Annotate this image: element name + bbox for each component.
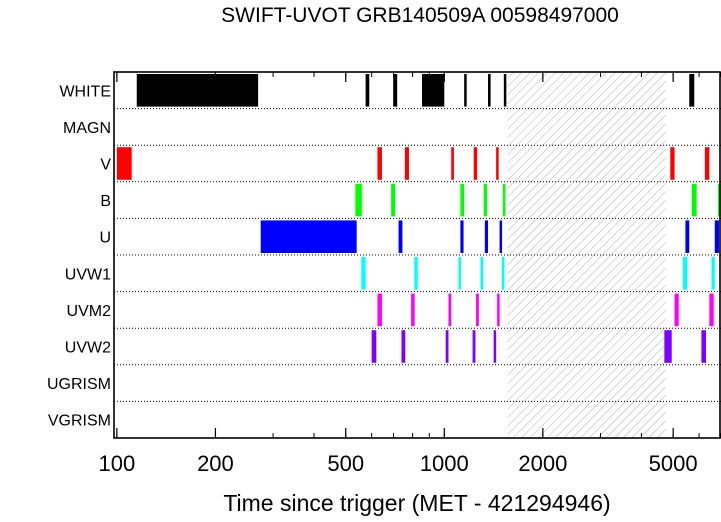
exposure-bar-v-1 <box>377 147 382 180</box>
exposure-bar-uvw2-0 <box>371 330 377 363</box>
exposure-bar-uvm2-4 <box>497 293 500 327</box>
exposure-bar-white-3 <box>422 74 445 107</box>
exposure-bar-uvw2-3 <box>472 330 476 363</box>
exposure-bar-v-3 <box>451 147 454 180</box>
exposure-bar-white-0 <box>136 74 259 107</box>
filter-label-vgrism: VGRISM <box>48 413 111 430</box>
plot-frame <box>113 71 721 439</box>
exposure-bar-u-5 <box>685 220 690 253</box>
exposure-bar-uvw2-4 <box>493 330 497 363</box>
exposure-bar-b-5 <box>691 183 697 217</box>
filter-label-white: WHITE <box>59 83 111 100</box>
exposure-bar-uvw2-1 <box>401 330 406 363</box>
exposure-bar-white-5 <box>488 74 491 107</box>
exposure-bar-u-6 <box>714 220 719 253</box>
filter-label-ugrism: UGRISM <box>47 376 111 393</box>
filter-label-b: B <box>100 193 111 210</box>
exposure-bar-u-0 <box>260 220 357 253</box>
exposure-bar-uvw2-2 <box>445 330 449 363</box>
exposure-bar-white-2 <box>393 74 398 107</box>
x-tick-label-500: 500 <box>327 451 364 476</box>
filter-label-magn: MAGN <box>63 120 111 137</box>
exposure-bar-uvm2-3 <box>476 293 479 327</box>
exposure-bar-uvw1-1 <box>414 257 418 290</box>
exposure-bar-uvw2-6 <box>701 330 707 363</box>
exposure-bar-u-4 <box>499 220 503 253</box>
filter-label-v: V <box>100 157 111 174</box>
exposure-bar-v-4 <box>473 147 478 180</box>
exposure-bar-v-2 <box>404 147 409 180</box>
exposure-bar-v-6 <box>670 147 675 180</box>
exposure-bar-u-1 <box>398 220 403 253</box>
x-axis-label: Time since trigger (MET - 421294946) <box>223 490 611 516</box>
exposure-bar-uvw1-6 <box>711 257 715 290</box>
x-tick-label-200: 200 <box>197 451 234 476</box>
exposure-bar-v-7 <box>704 147 710 180</box>
exposure-bar-uvm2-6 <box>709 293 714 327</box>
chart-title: SWIFT-UVOT GRB140509A 00598497000 <box>221 4 619 27</box>
filter-label-uvw1: UVW1 <box>65 266 111 283</box>
exposure-bar-uvm2-0 <box>377 293 382 327</box>
exposure-bar-uvm2-5 <box>674 293 679 327</box>
x-tick-label-5000: 5000 <box>649 451 698 476</box>
filter-label-u: U <box>99 230 111 247</box>
exposure-bar-uvw2-5 <box>664 330 672 363</box>
filter-label-uvm2: UVM2 <box>67 303 112 320</box>
exposure-bar-b-0 <box>355 183 362 217</box>
exposure-bar-b-1 <box>391 183 396 217</box>
exposure-bar-white-7 <box>689 74 695 107</box>
exposure-bar-uvw1-0 <box>361 257 366 290</box>
exposure-bar-v-0 <box>116 147 132 180</box>
exposure-bar-white-1 <box>365 74 370 107</box>
x-tick-label-2000: 2000 <box>518 451 567 476</box>
exposure-bar-white-4 <box>464 74 467 107</box>
exposure-bar-b-2 <box>460 183 465 217</box>
exposure-bar-b-4 <box>502 183 506 217</box>
exposure-bar-b-3 <box>483 183 487 217</box>
x-tick-label-1000: 1000 <box>420 451 469 476</box>
exposure-bar-v-5 <box>496 147 499 180</box>
exposure-bar-uvw1-2 <box>458 257 462 290</box>
exposure-bar-u-2 <box>460 220 464 253</box>
filter-label-uvw2: UVW2 <box>65 340 111 357</box>
x-tick-label-100: 100 <box>99 451 136 476</box>
exposure-bar-uvm2-2 <box>448 293 452 327</box>
exposure-bar-uvm2-1 <box>411 293 415 327</box>
exposure-bar-uvw1-5 <box>682 257 688 290</box>
exposure-bar-u-3 <box>484 220 489 253</box>
exposure-bar-uvw1-3 <box>480 257 484 290</box>
exposure-bar-white-6 <box>503 74 507 107</box>
exposure-bar-uvw1-4 <box>501 257 505 290</box>
